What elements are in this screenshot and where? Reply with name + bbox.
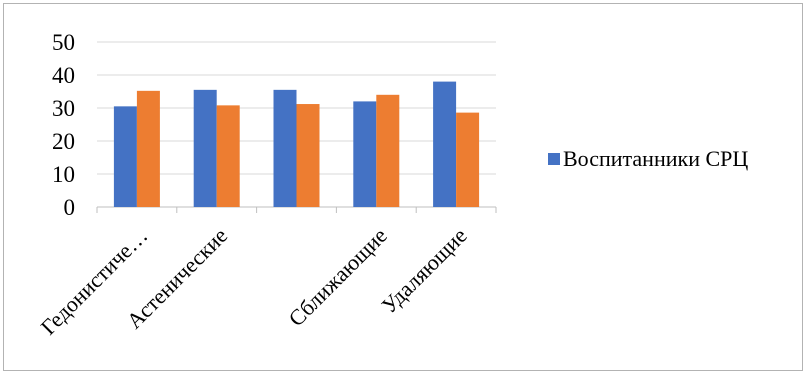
y-tick-labels: 0 10 20 30 40 50 [52, 30, 75, 220]
x-tick-label: Удаляющие [376, 223, 471, 318]
legend: Воспитанники СРЦ [548, 146, 748, 171]
bar-series-1 [113, 106, 137, 207]
bar-series-2 [136, 90, 160, 207]
x-tick-label: Сближающие [283, 223, 391, 331]
axes [96, 206, 497, 213]
bars [113, 81, 480, 207]
y-tick-label: 10 [52, 162, 75, 187]
y-tick-label: 0 [64, 195, 76, 220]
bar-series-2 [456, 112, 480, 207]
legend-label-series-1: Воспитанники СРЦ [563, 146, 748, 171]
bar-series-1 [433, 81, 457, 207]
y-tick-label: 40 [52, 63, 75, 88]
legend-swatch-series-1 [548, 153, 560, 165]
y-tick-label: 30 [52, 96, 75, 121]
bar-series-1 [273, 89, 297, 207]
bar-series-2 [216, 105, 240, 207]
x-tick-labels: Гедонистиче…Астенические СближающиеУдаляю… [36, 223, 472, 340]
bar-series-2 [296, 104, 320, 207]
bar-series-1 [193, 89, 217, 207]
y-tick-label: 50 [52, 30, 75, 55]
y-tick-label: 20 [52, 129, 75, 154]
bar-series-1 [353, 101, 377, 207]
bar-series-2 [376, 94, 400, 207]
